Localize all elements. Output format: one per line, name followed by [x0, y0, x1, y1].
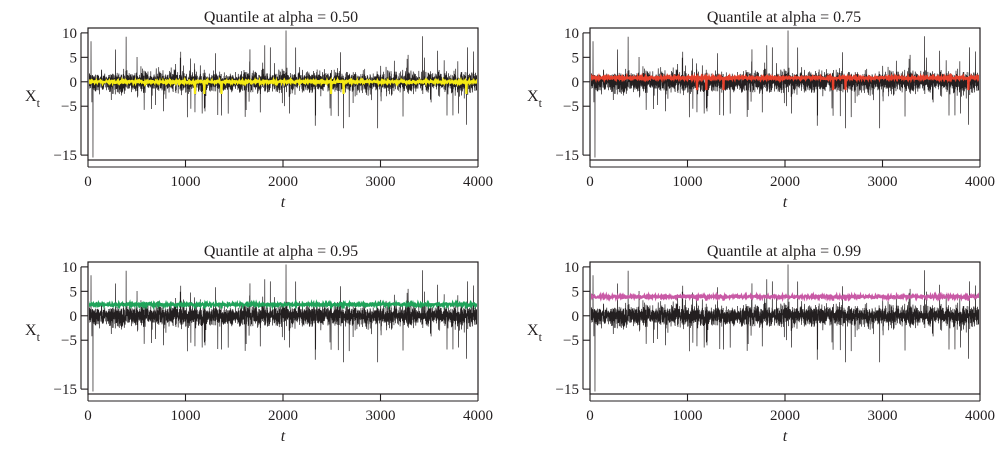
x-tick-label: 3000	[366, 408, 396, 424]
y-tick-label: −5	[61, 333, 77, 349]
y-tick-label: 10	[62, 260, 77, 276]
y-tick-label: 10	[564, 260, 579, 276]
x-tick-label: 4000	[463, 174, 493, 190]
y-tick-label: −5	[563, 333, 579, 349]
plot-frame	[589, 27, 981, 161]
y-axis-label-subscript: t	[539, 96, 543, 110]
x-tick-label: 4000	[965, 408, 995, 424]
y-tick-label: −15	[556, 148, 579, 164]
series-xt-line	[591, 30, 979, 158]
plot-frame	[87, 27, 479, 161]
y-axis-label: Xt	[527, 88, 543, 110]
quantile-line	[591, 291, 979, 303]
x-tick-label: 1000	[673, 174, 703, 190]
series-xt-line	[89, 264, 477, 392]
y-tick-label: −15	[54, 382, 77, 398]
y-axis-label: Xt	[527, 322, 543, 344]
x-tick-label: 0	[84, 174, 92, 190]
plot-area	[89, 264, 477, 392]
x-tick-label: 2000	[268, 174, 298, 190]
plot-area	[591, 264, 979, 392]
x-tick-label: 2000	[770, 408, 800, 424]
y-axis-label: Xt	[25, 88, 41, 110]
x-tick-label: 1000	[673, 408, 703, 424]
y-tick-label: 0	[572, 309, 580, 325]
y-axis-label-subscript: t	[539, 330, 543, 344]
y-axis-label-subscript: t	[37, 330, 41, 344]
plot-frame	[87, 261, 479, 395]
y-axis-label-subscript: t	[37, 96, 41, 110]
x-tick-label: 0	[586, 408, 594, 424]
panel-4: Quantile at alpha = 0.99 10 5 0 −5 −15 0 1000 20…	[527, 243, 995, 445]
plot-frame	[589, 261, 981, 395]
y-tick-label: −5	[563, 99, 579, 115]
series-xt-line	[89, 30, 477, 158]
plot-area	[89, 30, 477, 158]
x-tick-label: 0	[586, 174, 594, 190]
x-axis-label: t	[281, 428, 286, 445]
y-tick-label: −5	[61, 99, 77, 115]
x-tick-label: 2000	[268, 408, 298, 424]
x-axis-label: t	[281, 194, 286, 211]
y-tick-label: 5	[70, 284, 78, 300]
x-tick-label: 3000	[366, 174, 396, 190]
x-tick-label: 1000	[171, 408, 201, 424]
panel-title: Quantile at alpha = 0.75	[707, 9, 861, 26]
y-tick-label: 0	[70, 309, 78, 325]
y-tick-label: 5	[572, 50, 580, 66]
x-axis-label: t	[783, 194, 788, 211]
y-tick-label: 10	[564, 26, 579, 42]
panel-1: Quantile at alpha = 0.50 10 5 0 −5 −15 0 1000 20…	[25, 9, 493, 211]
panel-3: Quantile at alpha = 0.95 10 5 0 −5 −15 0 1000 20…	[25, 243, 493, 445]
panel-title: Quantile at alpha = 0.95	[204, 243, 358, 260]
y-tick-label: 10	[62, 26, 77, 42]
y-axis-label: Xt	[25, 322, 41, 344]
y-tick-label: 0	[70, 75, 78, 91]
y-tick-label: −15	[556, 382, 579, 398]
panel-title: Quantile at alpha = 0.50	[204, 9, 358, 26]
x-tick-label: 1000	[171, 174, 201, 190]
y-tick-label: 0	[572, 75, 580, 91]
x-tick-label: 4000	[965, 174, 995, 190]
quantile-line	[89, 299, 477, 311]
panel-2: Quantile at alpha = 0.75 10 5 0 −5 −15 0 1000 20…	[527, 9, 995, 211]
quantile-line	[89, 76, 477, 95]
y-tick-label: 5	[70, 50, 78, 66]
quantile-line	[591, 72, 979, 91]
series-xt-line	[591, 264, 979, 392]
x-tick-label: 3000	[868, 174, 898, 190]
x-tick-label: 4000	[463, 408, 493, 424]
panel-title: Quantile at alpha = 0.99	[707, 243, 861, 260]
x-tick-label: 3000	[868, 408, 898, 424]
plot-area	[591, 30, 979, 158]
x-tick-label: 0	[84, 408, 92, 424]
x-axis-label: t	[783, 428, 788, 445]
y-tick-label: −15	[54, 148, 77, 164]
x-tick-label: 2000	[770, 174, 800, 190]
y-tick-label: 5	[572, 284, 580, 300]
